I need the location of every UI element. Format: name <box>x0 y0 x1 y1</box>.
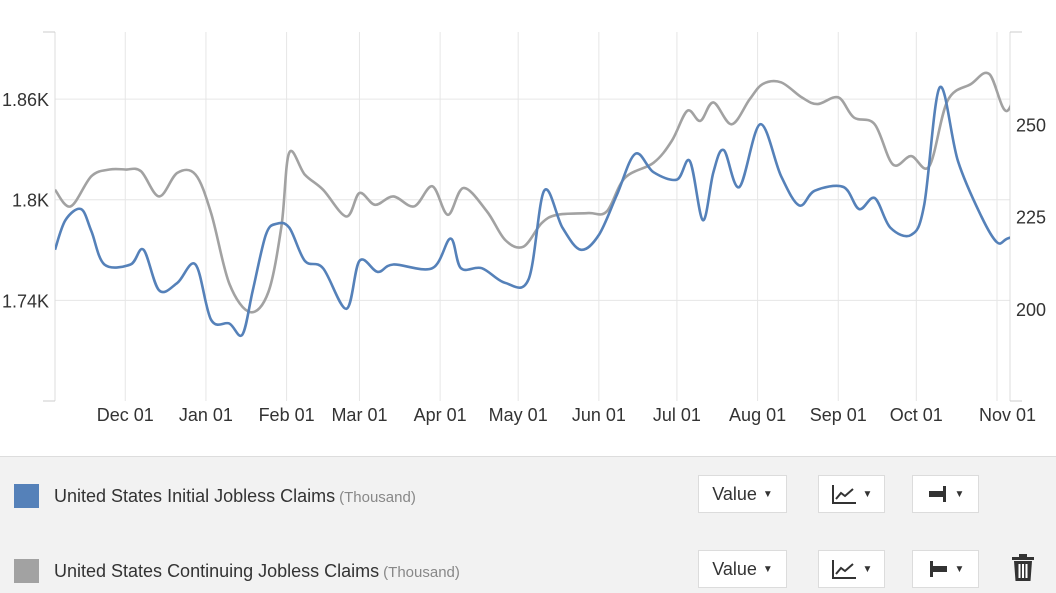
series-line-continuing-claims <box>55 71 1010 314</box>
series-name-text: United States Continuing Jobless Claims <box>54 561 380 581</box>
x-tick-label: May 01 <box>489 405 548 425</box>
legend-row-initial-claims: United States Initial Jobless Claims (Tho… <box>0 475 1056 515</box>
x-tick-label: Oct 01 <box>890 405 943 425</box>
axis-position-dropdown[interactable]: ▼ <box>912 475 979 513</box>
y-left-tick-label: 1.86K <box>2 90 49 110</box>
chart-type-dropdown[interactable]: ▼ <box>818 550 885 588</box>
caret-down-icon: ▼ <box>954 563 965 575</box>
series-unit: (Thousand) <box>383 564 460 581</box>
series-color-swatch[interactable] <box>14 484 39 508</box>
x-tick-label: Feb 01 <box>259 405 315 425</box>
x-tick-label: Nov 01 <box>979 405 1036 425</box>
caret-down-icon: ▼ <box>762 563 773 575</box>
x-tick-label: Jun 01 <box>572 405 626 425</box>
caret-down-icon: ▼ <box>762 488 773 500</box>
caret-down-icon: ▼ <box>954 488 965 500</box>
series-name[interactable]: United States Continuing Jobless Claims(… <box>54 561 460 582</box>
value-dropdown-label: Value <box>712 483 757 504</box>
y-right-tick-label: 225 <box>1016 208 1046 228</box>
x-tick-label: Jul 01 <box>653 405 701 425</box>
caret-down-icon: ▼ <box>862 563 873 575</box>
y-right-tick-label: 200 <box>1016 300 1046 320</box>
y-left-tick-label: 1.74K <box>2 291 49 311</box>
left-axis-icon <box>929 561 947 577</box>
caret-down-icon: ▼ <box>862 488 873 500</box>
value-dropdown[interactable]: Value ▼ <box>698 550 787 588</box>
series-unit: (Thousand) <box>339 489 416 506</box>
x-tick-label: Mar 01 <box>331 405 387 425</box>
x-tick-label: Jan 01 <box>179 405 233 425</box>
x-tick-label: Aug 01 <box>729 405 786 425</box>
x-tick-label: Apr 01 <box>414 405 467 425</box>
line-chart-icon <box>831 485 856 504</box>
series-color-swatch[interactable] <box>14 559 39 583</box>
x-tick-label: Sep 01 <box>810 405 867 425</box>
value-dropdown[interactable]: Value ▼ <box>698 475 787 513</box>
chart-area: 1.74K 1.8K 1.86K 200 225 250 Dec 01 Jan 01 Feb 0… <box>2 31 1046 425</box>
y-right-tick-label: 250 <box>1016 115 1046 135</box>
legend-row-continuing-claims: United States Continuing Jobless Claims(… <box>0 550 1056 590</box>
y-left-tick-label: 1.8K <box>12 191 49 211</box>
chart-type-dropdown[interactable]: ▼ <box>818 475 885 513</box>
right-axis-icon <box>928 486 946 502</box>
series-line-initial-claims <box>55 85 1010 338</box>
delete-series-button[interactable] <box>1011 553 1035 583</box>
series-name-text: United States Initial Jobless Claims <box>54 486 336 506</box>
axis-position-dropdown[interactable]: ▼ <box>912 550 979 588</box>
jobless-claims-chart: 1.74K 1.8K 1.86K 200 225 250 Dec 01 Jan 01 Feb 0… <box>2 31 1046 425</box>
series-name[interactable]: United States Initial Jobless Claims (Tho… <box>54 486 416 507</box>
line-chart-icon <box>831 560 856 579</box>
trash-icon <box>1012 554 1034 581</box>
value-dropdown-label: Value <box>712 558 757 579</box>
x-tick-label: Dec 01 <box>97 405 154 425</box>
legend-panel: United States Initial Jobless Claims (Tho… <box>0 456 1056 593</box>
